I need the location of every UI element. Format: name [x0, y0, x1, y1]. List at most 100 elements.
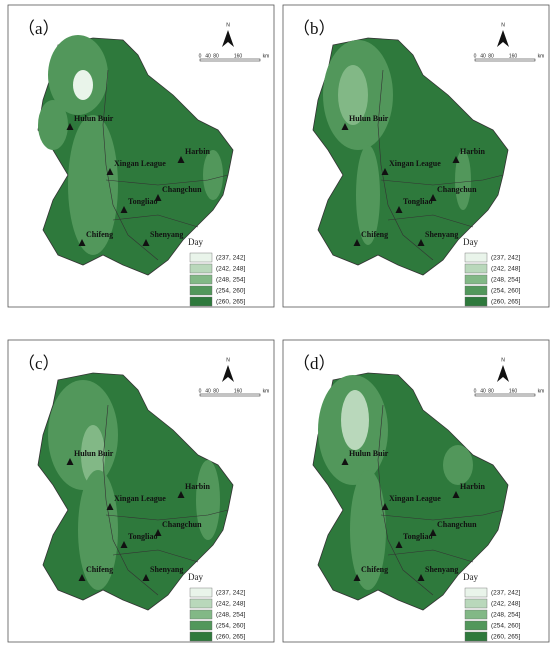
scale-label: 0 [199, 388, 202, 394]
city-name: Xingan League [389, 159, 441, 168]
scale-bar [199, 393, 261, 397]
city-marker [429, 529, 437, 536]
city-name: Xingan League [114, 494, 166, 503]
north-arrow [222, 30, 234, 47]
value-zone [81, 425, 105, 485]
scale-label: 80 [213, 53, 219, 59]
city-marker [154, 194, 162, 201]
city-marker [417, 574, 425, 581]
province-border [377, 69, 434, 261]
scale-bar [199, 58, 261, 62]
city-name: Shenyang [150, 230, 183, 239]
scale-label: 160 [509, 388, 518, 394]
city-name: Tongliao [403, 197, 433, 206]
legend-swatch [189, 598, 213, 609]
legend-swatch [464, 598, 488, 609]
city-name: Xingan League [114, 159, 166, 168]
city-name: Xingan League [389, 494, 441, 503]
map-panel: （d） Hulun Buir Harbin Xingan League Changchu… [282, 339, 550, 643]
province-border [102, 404, 159, 596]
legend-swatch [464, 252, 488, 263]
legend-swatch [464, 274, 488, 285]
legend-label: (254, 260] [491, 288, 520, 295]
panel-label: （c） [18, 354, 60, 373]
north-arrow [497, 30, 509, 47]
scale-label: 0 [199, 53, 202, 59]
city-marker [177, 156, 185, 163]
city-name: Tongliao [128, 532, 158, 541]
map-panel: （a） Hulun Buir Harbin Xingan League Changchu… [7, 4, 275, 308]
city-marker [154, 529, 162, 536]
city-marker [395, 541, 403, 548]
province-border [105, 509, 229, 521]
legend-swatch [189, 274, 213, 285]
scale-label: 80 [488, 53, 494, 59]
province-border [380, 509, 504, 521]
legend-label: (260, 265] [216, 299, 245, 306]
legend-title: Day [188, 572, 203, 582]
legend-title: Day [463, 572, 478, 582]
scale-label: km [263, 53, 270, 59]
scale-label: km [538, 53, 545, 59]
province-border [105, 174, 229, 186]
legend-label: (254, 260] [491, 623, 520, 630]
legend-swatch [464, 609, 488, 620]
value-zone [443, 445, 473, 485]
legend-label: (248, 254] [216, 277, 245, 284]
legend-title: Day [463, 237, 478, 247]
city-name: Tongliao [128, 197, 158, 206]
city-marker [142, 574, 150, 581]
legend-swatch [189, 252, 213, 263]
city-marker [353, 239, 361, 246]
legend-label: (254, 260] [216, 623, 245, 630]
city-marker [429, 194, 437, 201]
scale-label: 160 [234, 53, 243, 59]
city-name: Shenyang [425, 230, 458, 239]
legend-swatch [189, 285, 213, 296]
province-border [112, 214, 199, 228]
scale-bar [474, 58, 536, 62]
scale-label: 80 [213, 388, 219, 394]
city-name: Hulun Buir [349, 114, 389, 123]
north-arrow [222, 365, 234, 382]
legend-swatch [189, 609, 213, 620]
city-marker [417, 239, 425, 246]
legend-label: (237, 242] [491, 255, 520, 262]
value-zone [350, 470, 386, 590]
value-zone [68, 115, 118, 255]
city-marker [120, 541, 128, 548]
city-name: Changchun [437, 520, 477, 529]
value-zone [78, 470, 118, 590]
city-name: Hulun Buir [74, 114, 114, 123]
legend-swatch [464, 285, 488, 296]
city-name: Chifeng [86, 565, 113, 574]
city-marker [66, 123, 74, 130]
city-name: Harbin [185, 482, 210, 491]
scale-label: 40 [205, 388, 211, 394]
city-marker [66, 458, 74, 465]
legend-label: (248, 254] [491, 612, 520, 619]
scale-label: 40 [205, 53, 211, 59]
city-name: Chifeng [361, 230, 388, 239]
city-marker [395, 206, 403, 213]
panel-label: （b） [293, 19, 336, 38]
legend-swatch [464, 296, 488, 307]
legend-swatch [464, 620, 488, 631]
legend-swatch [189, 587, 213, 598]
province-border [102, 69, 159, 261]
legend-swatch [464, 263, 488, 274]
north-label: N [501, 22, 505, 28]
map-panel: （b） Hulun Buir Harbin Xingan League Changchu… [282, 4, 550, 308]
scale-label: 0 [474, 388, 477, 394]
value-zone [338, 65, 368, 125]
legend-label: (242, 248] [491, 266, 520, 273]
value-zone [455, 150, 471, 210]
city-marker [106, 168, 114, 175]
province-border [380, 174, 504, 186]
north-arrow [497, 365, 509, 382]
city-name: Harbin [460, 147, 485, 156]
legend-swatch [189, 263, 213, 274]
panel-label: （d） [293, 354, 336, 373]
legend-label: (260, 265] [491, 634, 520, 641]
